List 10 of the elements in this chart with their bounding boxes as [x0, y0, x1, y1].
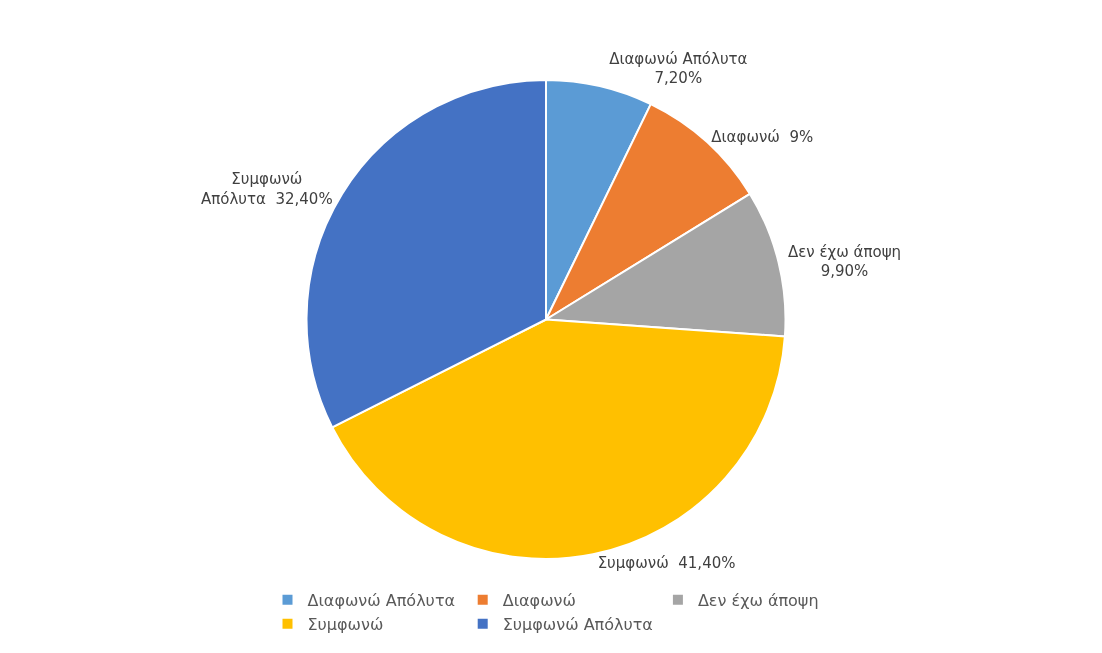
- legend-label: Συμφωνώ Απόλυτα: [502, 614, 653, 634]
- legend-label: Συμφωνώ: [307, 614, 384, 634]
- data-label: Διαφωνώ 9%: [711, 128, 814, 147]
- data-label: Συμφωνώ 41,40%: [597, 553, 736, 572]
- data-label: Διαφωνώ Απόλυτα 7,20%: [609, 49, 748, 88]
- legend-label: Διαφωνώ Απόλυτα: [307, 591, 456, 611]
- legend-label: Διαφωνώ: [502, 591, 576, 611]
- legend-label: Δεν έχω άποψη: [697, 591, 819, 611]
- data-label: Δεν έχω άποψη 9,90%: [787, 242, 902, 281]
- data-label: Συμφωνώ Απόλυτα 32,40%: [201, 170, 333, 208]
